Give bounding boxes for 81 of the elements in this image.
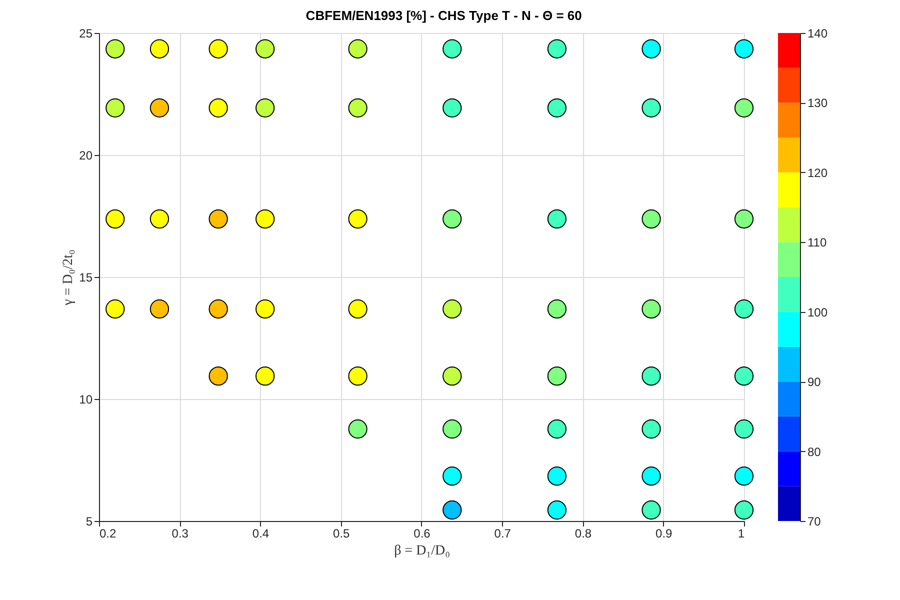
point bbox=[208, 39, 228, 58]
point bbox=[348, 419, 368, 439]
point bbox=[150, 299, 170, 319]
point bbox=[106, 299, 125, 319]
point bbox=[642, 366, 661, 386]
point bbox=[442, 209, 462, 228]
point bbox=[547, 466, 567, 486]
point bbox=[734, 299, 754, 319]
point bbox=[442, 366, 462, 386]
point bbox=[208, 366, 228, 386]
point bbox=[642, 209, 661, 228]
x-tick-label: 0.2 bbox=[100, 526, 117, 540]
point bbox=[256, 98, 275, 118]
point bbox=[348, 98, 368, 118]
point bbox=[734, 209, 754, 228]
point bbox=[256, 299, 275, 319]
point bbox=[734, 98, 754, 118]
point bbox=[106, 39, 125, 58]
color-bar-label: 130 bbox=[808, 96, 828, 110]
point bbox=[442, 466, 462, 486]
point bbox=[547, 419, 567, 439]
point bbox=[208, 98, 228, 118]
x-tick-label: 0.7 bbox=[494, 526, 512, 540]
y-tick-label: 5 bbox=[86, 514, 93, 528]
point bbox=[547, 39, 567, 58]
y-tick-label: 20 bbox=[79, 148, 93, 162]
point bbox=[547, 209, 567, 228]
point bbox=[642, 500, 661, 520]
point bbox=[348, 209, 368, 228]
point bbox=[442, 39, 462, 58]
point bbox=[734, 39, 754, 58]
x-tick-label: 0.8 bbox=[574, 526, 592, 540]
point bbox=[442, 299, 462, 319]
point bbox=[208, 299, 228, 319]
point bbox=[348, 366, 368, 386]
chart-title: CBFEM/EN1993 [%] - CHS Type T - N - Θ = 60 bbox=[306, 8, 582, 23]
y-tick-label: 25 bbox=[79, 26, 93, 40]
y-tick-label: 15 bbox=[79, 270, 93, 284]
color-bar-label: 100 bbox=[808, 305, 828, 320]
point bbox=[547, 98, 567, 118]
point bbox=[106, 98, 125, 118]
color-bar-label: 110 bbox=[808, 236, 827, 250]
x-tick-label: 0.5 bbox=[333, 526, 350, 540]
point bbox=[734, 500, 754, 520]
point bbox=[642, 419, 661, 439]
y-tick-label: 10 bbox=[79, 392, 93, 406]
point bbox=[734, 466, 754, 486]
point bbox=[734, 419, 754, 439]
point bbox=[642, 466, 661, 486]
x-tick-label: 0.3 bbox=[172, 526, 189, 540]
color-bar-label: 90 bbox=[808, 375, 822, 390]
point bbox=[150, 39, 170, 58]
color-bar-label: 120 bbox=[808, 166, 828, 180]
y-axis-title: γ = D₀/2t₀ bbox=[61, 250, 76, 306]
x-tick-label: 0.4 bbox=[252, 526, 270, 540]
point bbox=[442, 419, 462, 439]
point bbox=[256, 39, 275, 58]
x-axis-title: β = D₁/D₀ bbox=[394, 544, 450, 558]
point bbox=[256, 366, 275, 386]
color-bar-label: 80 bbox=[808, 444, 822, 459]
point bbox=[642, 98, 661, 118]
x-tick-label: 0.9 bbox=[656, 526, 673, 540]
color-bar-label: 70 bbox=[808, 514, 822, 528]
point bbox=[442, 98, 462, 118]
point bbox=[547, 366, 567, 386]
point bbox=[442, 500, 462, 520]
point bbox=[208, 209, 228, 228]
point bbox=[642, 299, 661, 319]
point bbox=[642, 39, 661, 58]
point bbox=[547, 500, 567, 520]
point bbox=[150, 98, 170, 118]
x-tick-label: 0.6 bbox=[414, 526, 431, 540]
point bbox=[150, 209, 170, 228]
point bbox=[348, 39, 368, 58]
point bbox=[734, 366, 754, 386]
point bbox=[348, 299, 368, 319]
point bbox=[256, 209, 275, 228]
point bbox=[106, 209, 125, 228]
x-tick-label: 1 bbox=[738, 526, 745, 540]
color-bar-label: 140 bbox=[808, 26, 828, 40]
point bbox=[547, 299, 567, 319]
